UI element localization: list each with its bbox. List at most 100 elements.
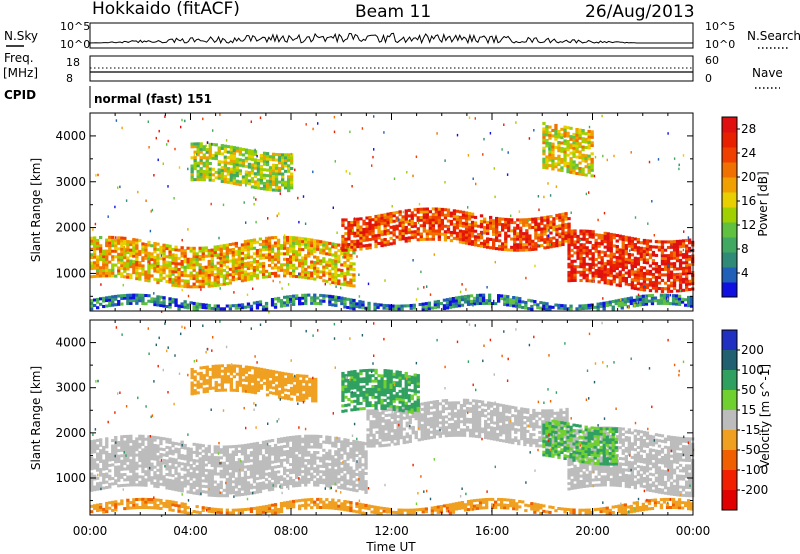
echo-cell — [255, 458, 260, 462]
echo-cell — [156, 460, 160, 464]
echo-cell — [340, 478, 344, 482]
echo-cell — [93, 263, 97, 267]
echo-cell — [219, 250, 223, 254]
echo-cell — [620, 306, 624, 310]
echo-cell — [174, 275, 178, 279]
echo-cell — [346, 438, 350, 442]
echo-cell — [349, 452, 353, 456]
echo-cell — [174, 477, 178, 481]
echo-cell — [436, 299, 441, 303]
echo-cell — [452, 236, 457, 240]
echo-cell — [90, 275, 94, 279]
echo-cell — [494, 260, 496, 264]
echo-cell — [283, 472, 287, 476]
echo-cell — [337, 485, 341, 489]
echo-cell — [334, 278, 336, 281]
echo-cell — [298, 464, 302, 468]
echo-cell — [374, 220, 378, 224]
echo-cell — [307, 293, 311, 297]
echo-cell — [316, 478, 320, 482]
echo-cell — [168, 250, 172, 254]
echo-cell — [213, 494, 217, 498]
echo-cell — [289, 463, 293, 467]
echo-cell — [117, 261, 121, 265]
echo-cell — [313, 475, 317, 479]
echo-cell — [307, 467, 311, 471]
echo-cell — [271, 188, 276, 192]
echo-cell — [340, 286, 342, 290]
echo-cell — [144, 454, 148, 458]
echo-cell — [476, 244, 481, 248]
echo-cell — [319, 443, 323, 447]
echo-cell — [498, 220, 502, 224]
echo-cell — [259, 165, 264, 169]
echo-cell — [286, 298, 290, 302]
echo-cell — [159, 304, 163, 308]
echo-cell — [273, 481, 278, 485]
echo-cell — [243, 240, 248, 244]
echo-cell — [250, 171, 255, 175]
echo-cell — [264, 304, 269, 308]
echo-cell — [277, 166, 282, 170]
echo-cell — [633, 245, 638, 249]
echo-cell — [489, 226, 493, 230]
echo-cell — [510, 214, 512, 217]
echo-cell — [261, 467, 266, 471]
echo-cell — [255, 265, 260, 269]
echo-cell — [153, 482, 157, 486]
echo-cell — [264, 467, 269, 471]
echo-cell — [675, 272, 680, 276]
echo-cell — [584, 140, 588, 144]
echo-cell — [651, 245, 656, 249]
echo-cell — [90, 488, 94, 492]
echo-cell — [331, 281, 335, 285]
echo-cell — [516, 232, 520, 236]
echo-cell — [114, 449, 118, 453]
echo-cell — [168, 302, 172, 306]
echo-cell — [207, 471, 211, 475]
echo-cell — [678, 278, 683, 282]
echo-cell — [569, 304, 573, 308]
echo-cell — [132, 467, 136, 471]
echo-cell — [120, 297, 124, 301]
echo-cell — [281, 183, 285, 187]
echo-cell — [573, 243, 577, 247]
echo-cell — [472, 302, 477, 306]
echo-cell — [255, 455, 260, 459]
echo-cell — [201, 463, 205, 467]
echo-cell — [108, 458, 112, 462]
echo-cell — [183, 260, 187, 264]
echo-cell — [316, 445, 320, 449]
echo-cell — [322, 294, 326, 298]
echo-cell — [334, 458, 338, 462]
echo-cell — [295, 448, 299, 452]
echo-cell — [292, 462, 296, 466]
echo-cell — [372, 414, 376, 418]
echo-cell — [334, 303, 338, 307]
echo-cell — [219, 266, 223, 270]
echo-cell — [355, 454, 359, 458]
echo-cell — [120, 261, 124, 265]
echo-cell — [444, 181, 446, 184]
echo-cell — [220, 179, 225, 183]
echo-cell — [525, 237, 529, 241]
echo-cell — [548, 308, 552, 312]
echo-cell — [519, 248, 523, 252]
echo-cell — [546, 237, 550, 241]
echo-cell — [264, 459, 269, 463]
echo-cell — [159, 295, 163, 299]
echo-cell — [258, 476, 263, 480]
echo-cell — [292, 435, 296, 439]
echo-cell — [90, 242, 94, 246]
echo-cell — [225, 453, 230, 457]
echo-cell — [355, 448, 359, 452]
echo-cell — [249, 277, 254, 281]
echo-cell — [273, 479, 278, 483]
echo-cell — [202, 145, 206, 149]
echo-cell — [204, 490, 208, 494]
echo-cell — [262, 151, 267, 155]
echo-cell — [199, 147, 203, 151]
echo-cell — [159, 463, 163, 467]
echo-cell — [685, 271, 689, 275]
colorbar-swatch — [722, 222, 737, 238]
